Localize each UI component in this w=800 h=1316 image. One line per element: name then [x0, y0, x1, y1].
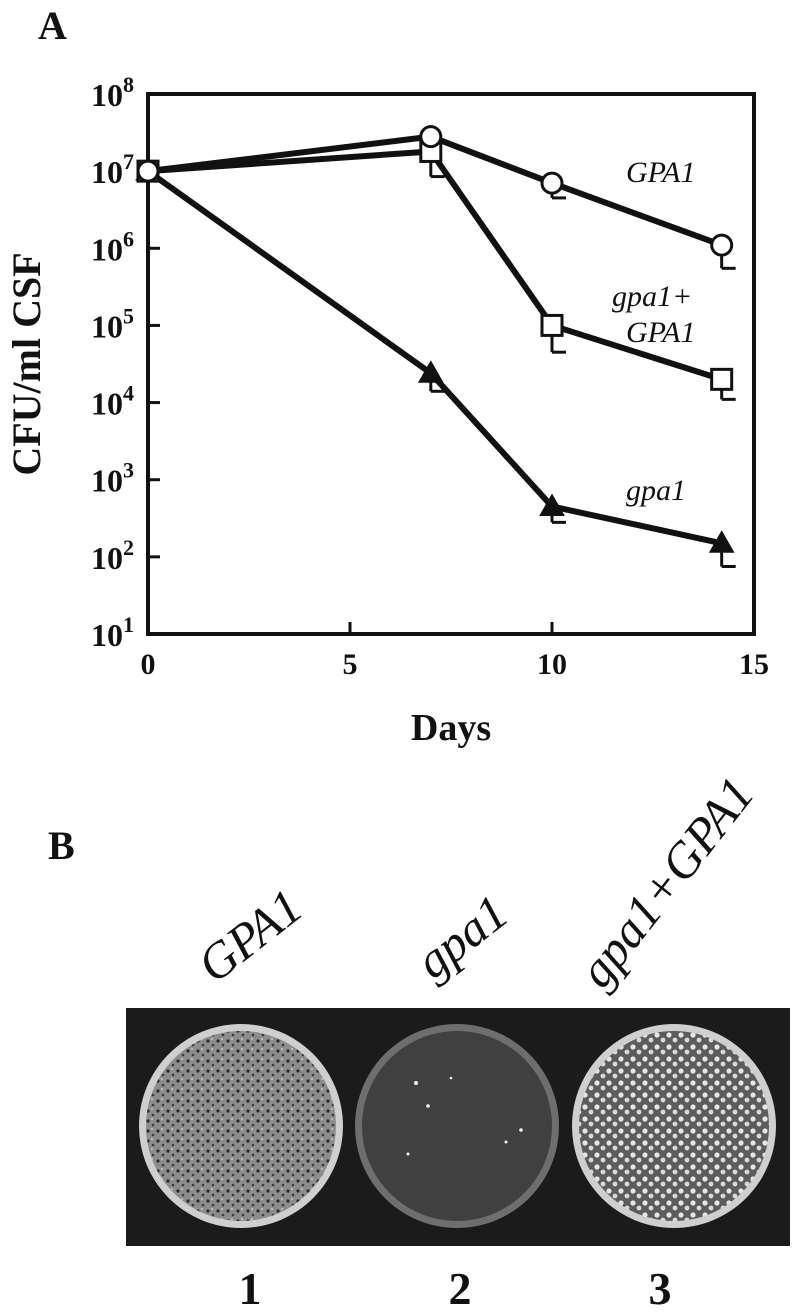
x-tick-label: 5 — [343, 648, 358, 681]
legend-label-complemented-line1: gpa1+ — [612, 280, 692, 313]
plot-frame — [146, 92, 756, 636]
plates-image — [139, 1024, 776, 1228]
lane-number-1: 1 — [238, 1263, 262, 1314]
y-axis-title: CFU/ml CSF — [4, 252, 49, 475]
plate-label-gpa1-wildtype: GPA1 — [186, 877, 313, 994]
plates-photo — [126, 1008, 790, 1246]
series-line-gpa1_wt — [147, 133, 723, 248]
x-tick-label: 0 — [141, 648, 156, 681]
y-tick-label: 105 — [91, 303, 134, 344]
y-tick-label: 108 — [91, 72, 134, 113]
x-tick-label: 10 — [537, 648, 567, 681]
data-point-gpa1_wt — [419, 125, 443, 149]
plate-label-gpa1-mutant: gpa1 — [404, 883, 519, 990]
lane-number-2: 2 — [448, 1263, 472, 1314]
data-point-gpa1_wt — [136, 159, 160, 183]
y-tick-label: 104 — [91, 381, 134, 422]
x-tick-label: 15 — [739, 648, 769, 681]
y-tick-label: 102 — [91, 535, 134, 576]
y-tick-label: 107 — [91, 149, 134, 190]
legend-label-gpa1-wildtype: GPA1 — [626, 156, 695, 189]
legend-label-complemented-line2: GPA1 — [626, 316, 695, 349]
panel-b-label: B — [48, 823, 75, 868]
data-point-complemented — [710, 367, 734, 391]
y-tick-label: 101 — [91, 612, 134, 653]
plate-label-complemented: gpa1+GPA1 — [567, 766, 765, 998]
series-line-complemented — [147, 148, 723, 383]
data-point-gpa1_wt — [540, 171, 564, 195]
y-tick-label: 106 — [91, 226, 134, 267]
survival-chart: 0 5 10 15 101 102 103 104 105 106 107 108 Days CFU/ml… — [4, 72, 769, 749]
data-point-gpa1_mutant — [417, 360, 444, 383]
data-point-complemented — [540, 313, 564, 337]
data-point-gpa1_mutant — [708, 530, 735, 553]
x-axis-title: Days — [411, 707, 491, 749]
data-point-gpa1_mutant — [539, 493, 565, 516]
y-tick-label: 103 — [91, 458, 134, 499]
lane-number-3: 3 — [648, 1263, 672, 1314]
panel-a-label: A — [38, 3, 67, 48]
data-point-gpa1_wt — [710, 233, 734, 257]
series-line-gpa1_mutant — [146, 168, 723, 547]
legend-label-gpa1-mutant: gpa1 — [626, 474, 686, 507]
